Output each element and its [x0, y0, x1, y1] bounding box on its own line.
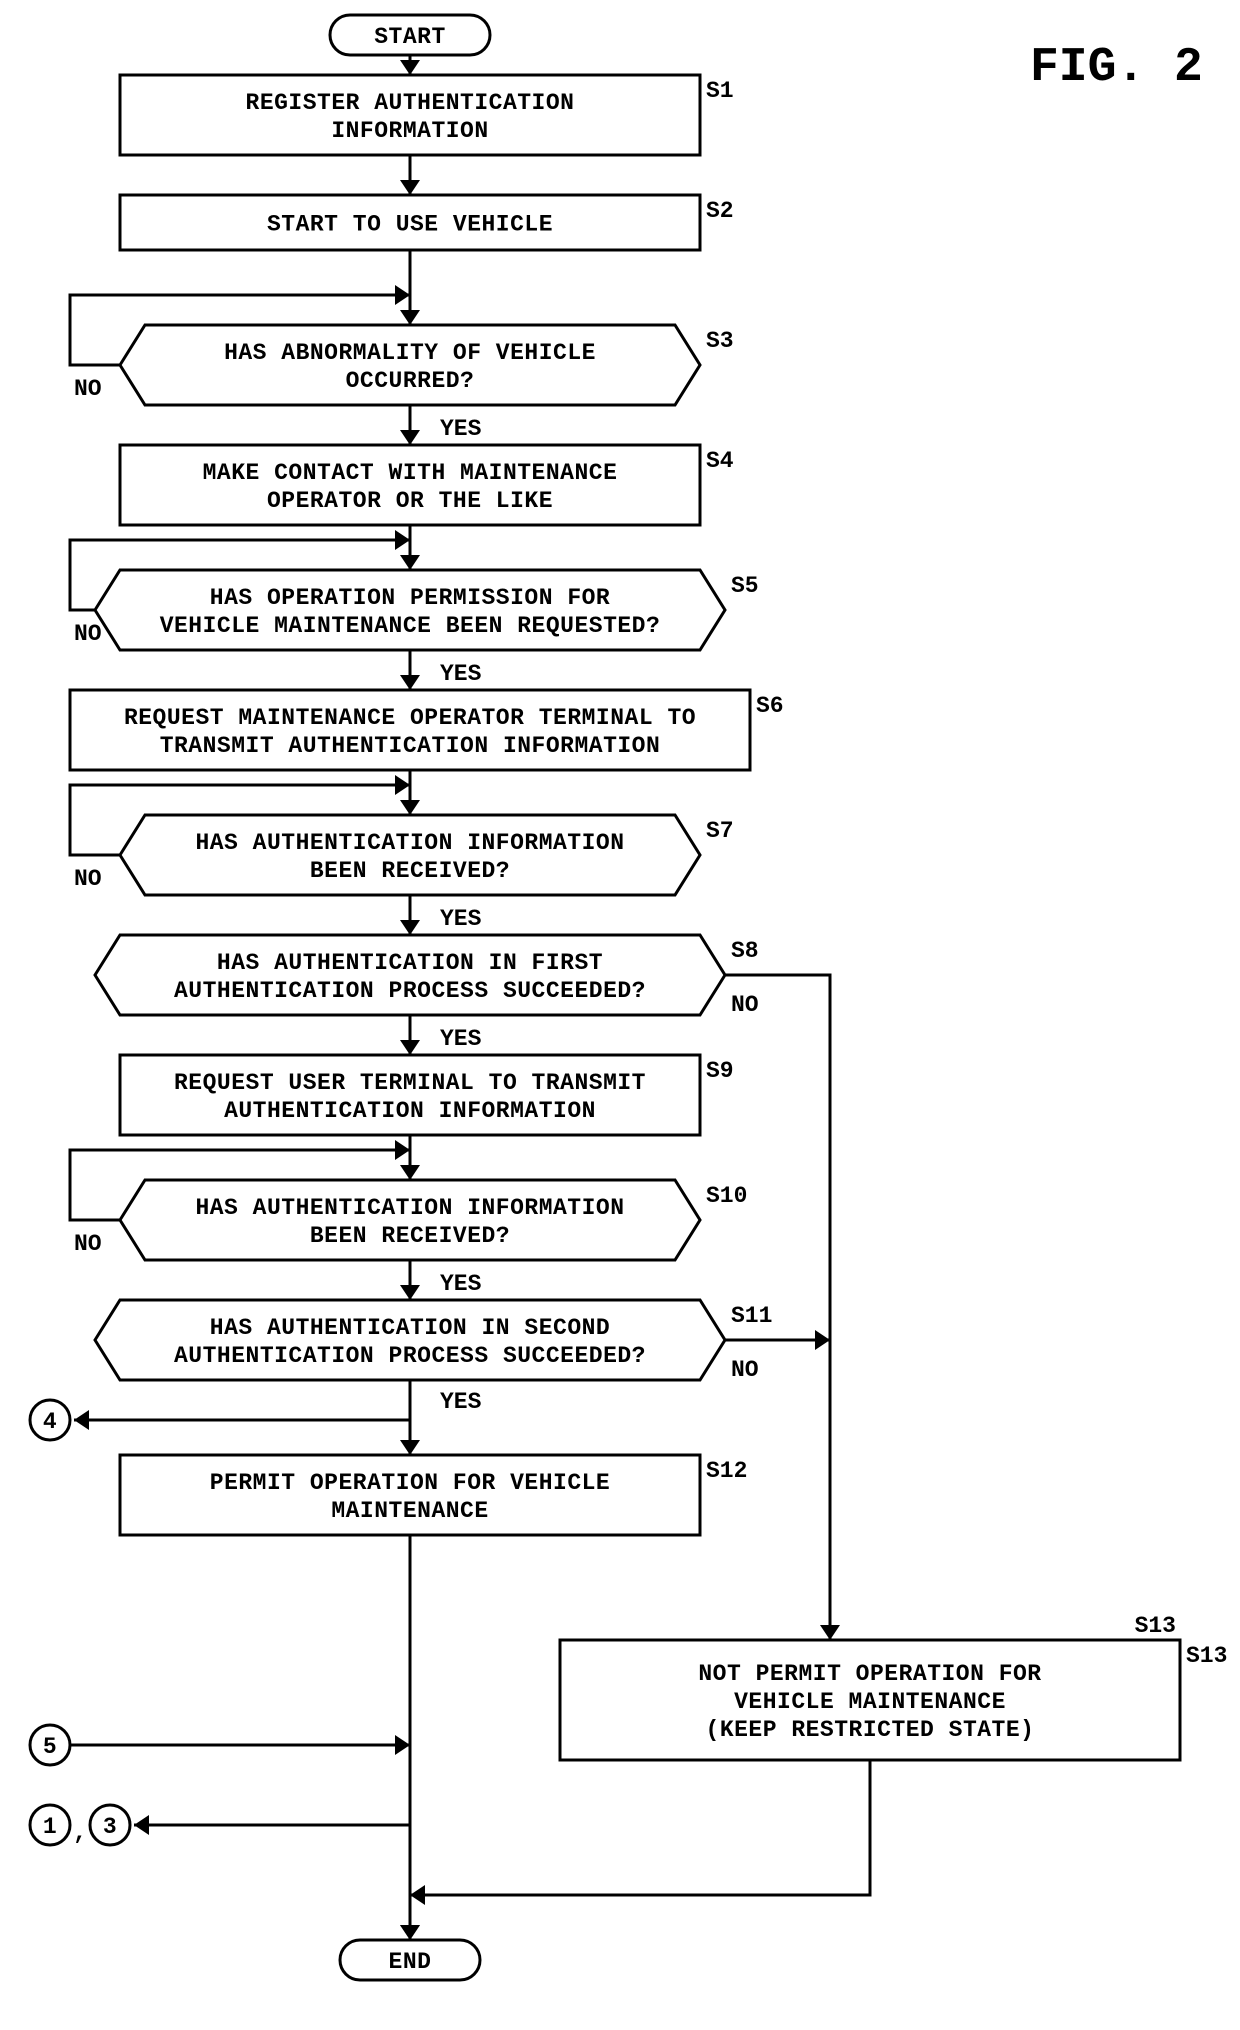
step-tag: S6: [756, 693, 784, 719]
svg-text:HAS AUTHENTICATION IN SECOND: HAS AUTHENTICATION IN SECOND: [210, 1315, 610, 1341]
figure-title: FIG. 2: [1030, 41, 1203, 95]
svg-text:4: 4: [43, 1409, 57, 1435]
svg-text:VEHICLE MAINTENANCE BEEN REQUE: VEHICLE MAINTENANCE BEEN REQUESTED?: [160, 613, 661, 639]
svg-text:VEHICLE MAINTENANCE: VEHICLE MAINTENANCE: [734, 1689, 1006, 1715]
svg-text:5: 5: [43, 1734, 57, 1760]
svg-text:BEEN RECEIVED?: BEEN RECEIVED?: [310, 858, 510, 884]
svg-text:NO: NO: [731, 1357, 759, 1383]
svg-text:(KEEP RESTRICTED STATE): (KEEP RESTRICTED STATE): [706, 1717, 1035, 1743]
svg-text:NOT PERMIT OPERATION FOR: NOT PERMIT OPERATION FOR: [698, 1661, 1041, 1687]
svg-text:1: 1: [43, 1814, 57, 1840]
svg-text:AUTHENTICATION PROCESS SUCCEED: AUTHENTICATION PROCESS SUCCEEDED?: [174, 1343, 646, 1369]
svg-text:YES: YES: [440, 1271, 482, 1297]
step-tag: S1: [706, 78, 734, 104]
svg-text:NO: NO: [731, 992, 759, 1018]
svg-text:YES: YES: [440, 416, 482, 442]
step-tag: S13: [1186, 1643, 1227, 1669]
step-tag: S7: [706, 818, 734, 844]
svg-text:HAS ABNORMALITY OF VEHICLE: HAS ABNORMALITY OF VEHICLE: [224, 340, 596, 366]
svg-text:AUTHENTICATION PROCESS SUCCEED: AUTHENTICATION PROCESS SUCCEEDED?: [174, 978, 646, 1004]
svg-text:REQUEST USER TERMINAL TO TRANS: REQUEST USER TERMINAL TO TRANSMIT: [174, 1070, 646, 1096]
step-tag: S2: [706, 198, 734, 224]
step-tag: S8: [731, 938, 759, 964]
svg-text:HAS OPERATION PERMISSION FOR: HAS OPERATION PERMISSION FOR: [210, 585, 610, 611]
svg-text:OPERATOR OR THE LIKE: OPERATOR OR THE LIKE: [267, 488, 553, 514]
svg-text:INFORMATION: INFORMATION: [331, 118, 488, 144]
svg-text:MAKE CONTACT WITH MAINTENANCE: MAKE CONTACT WITH MAINTENANCE: [203, 460, 618, 486]
svg-text:BEEN RECEIVED?: BEEN RECEIVED?: [310, 1223, 510, 1249]
svg-text:,: ,: [73, 1820, 87, 1846]
svg-text:END: END: [389, 1949, 432, 1975]
flowchart: FIG. 2 START END REGISTER AUTHENTICATIONINF…: [0, 0, 1240, 2030]
svg-text:NO: NO: [74, 866, 102, 892]
svg-text:YES: YES: [440, 906, 482, 932]
step-tag: S9: [706, 1058, 734, 1084]
svg-text:S13: S13: [1135, 1613, 1176, 1639]
svg-text:YES: YES: [440, 1389, 482, 1415]
svg-text:YES: YES: [440, 1026, 482, 1052]
svg-text:START: START: [374, 24, 446, 50]
step-tag: S10: [706, 1183, 747, 1209]
svg-text:HAS AUTHENTICATION INFORMATION: HAS AUTHENTICATION INFORMATION: [195, 830, 624, 856]
svg-text:HAS AUTHENTICATION INFORMATION: HAS AUTHENTICATION INFORMATION: [195, 1195, 624, 1221]
svg-text:NO: NO: [74, 621, 102, 647]
svg-text:3: 3: [103, 1814, 117, 1840]
svg-text:MAINTENANCE: MAINTENANCE: [331, 1498, 488, 1524]
step-tag: S4: [706, 448, 734, 474]
step-tag: S5: [731, 573, 759, 599]
svg-text:PERMIT OPERATION FOR VEHICLE: PERMIT OPERATION FOR VEHICLE: [210, 1470, 610, 1496]
svg-text:HAS AUTHENTICATION IN FIRST: HAS AUTHENTICATION IN FIRST: [217, 950, 603, 976]
step-tag: S3: [706, 328, 734, 354]
svg-text:YES: YES: [440, 661, 482, 687]
svg-text:NO: NO: [74, 376, 102, 402]
svg-text:START TO USE VEHICLE: START TO USE VEHICLE: [267, 212, 553, 238]
svg-text:AUTHENTICATION INFORMATION: AUTHENTICATION INFORMATION: [224, 1098, 596, 1124]
svg-text:REQUEST MAINTENANCE OPERATOR T: REQUEST MAINTENANCE OPERATOR TERMINAL TO: [124, 705, 696, 731]
svg-text:OCCURRED?: OCCURRED?: [346, 368, 475, 394]
step-tag: S11: [731, 1303, 772, 1329]
svg-text:TRANSMIT AUTHENTICATION INFORM: TRANSMIT AUTHENTICATION INFORMATION: [160, 733, 661, 759]
step-tag: S12: [706, 1458, 747, 1484]
svg-text:NO: NO: [74, 1231, 102, 1257]
svg-text:REGISTER AUTHENTICATION: REGISTER AUTHENTICATION: [246, 90, 575, 116]
